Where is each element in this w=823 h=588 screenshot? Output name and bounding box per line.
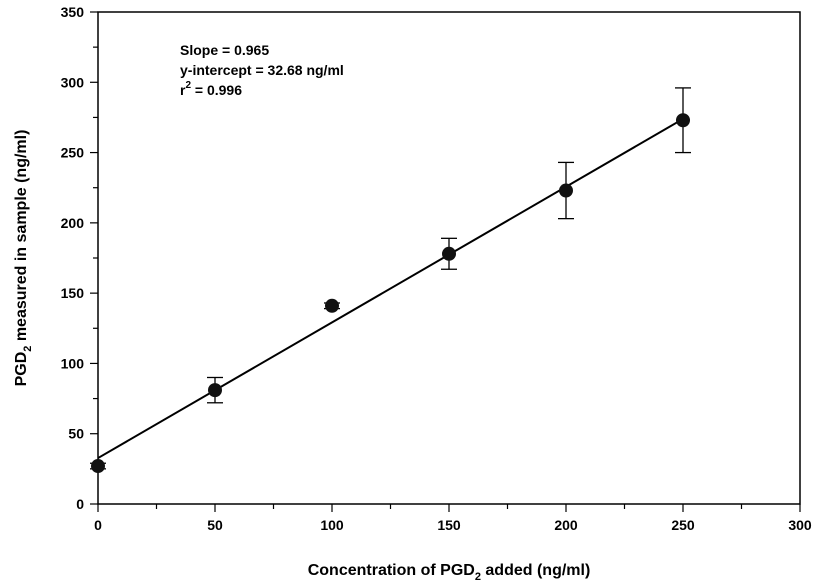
y-axis-title: PGD2 measured in sample (ng/ml): [13, 130, 34, 387]
x-tick-label: 250: [671, 517, 695, 533]
x-axis-title-main: Concentration of PGD: [308, 562, 475, 579]
data-point: [208, 383, 222, 398]
y-axis-title-rest: measured in sample (ng/ml): [13, 130, 30, 346]
annotation-r2-value: = 0.996: [191, 82, 242, 98]
x-axis-ticks: 0 50 100 150 200 250 300: [94, 504, 812, 533]
regression-line: [97, 118, 684, 459]
y-tick-label: 200: [61, 215, 85, 231]
x-tick-label: 0: [94, 517, 102, 533]
y-tick-label: 0: [76, 496, 84, 512]
annotation-r2: r2 = 0.996: [180, 80, 242, 98]
data-point: [442, 246, 456, 261]
y-tick-label: 50: [68, 426, 84, 442]
data-point: [676, 113, 690, 128]
x-axis-title-rest: added (ng/ml): [481, 562, 590, 579]
data-point: [325, 298, 339, 313]
annotation-intercept: y-intercept = 32.68 ng/ml: [180, 62, 344, 78]
y-tick-label: 150: [61, 285, 85, 301]
annotation-slope: Slope = 0.965: [180, 42, 269, 58]
x-tick-label: 50: [207, 517, 223, 533]
x-tick-label: 150: [437, 517, 461, 533]
y-tick-label: 250: [61, 145, 85, 161]
y-axis-ticks: 0 50 100 150 200 250 300 350: [61, 4, 98, 512]
x-tick-label: 200: [554, 517, 578, 533]
x-axis-title-sub: 2: [475, 571, 481, 583]
x-axis-title: Concentration of PGD2 added (ng/ml): [308, 562, 591, 583]
data-point: [559, 183, 573, 198]
y-axis-title-sub: 2: [22, 346, 34, 352]
x-tick-label: 100: [320, 517, 344, 533]
y-tick-label: 350: [61, 4, 85, 20]
data-points: [90, 87, 691, 474]
data-point: [91, 459, 105, 474]
y-tick-label: 300: [61, 74, 85, 90]
annotation-r2-sup: 2: [185, 80, 191, 91]
x-tick-label: 300: [788, 517, 812, 533]
y-axis-title-main: PGD: [13, 352, 30, 387]
y-tick-label: 100: [61, 355, 85, 371]
annotation-r2-r: r: [180, 82, 186, 98]
